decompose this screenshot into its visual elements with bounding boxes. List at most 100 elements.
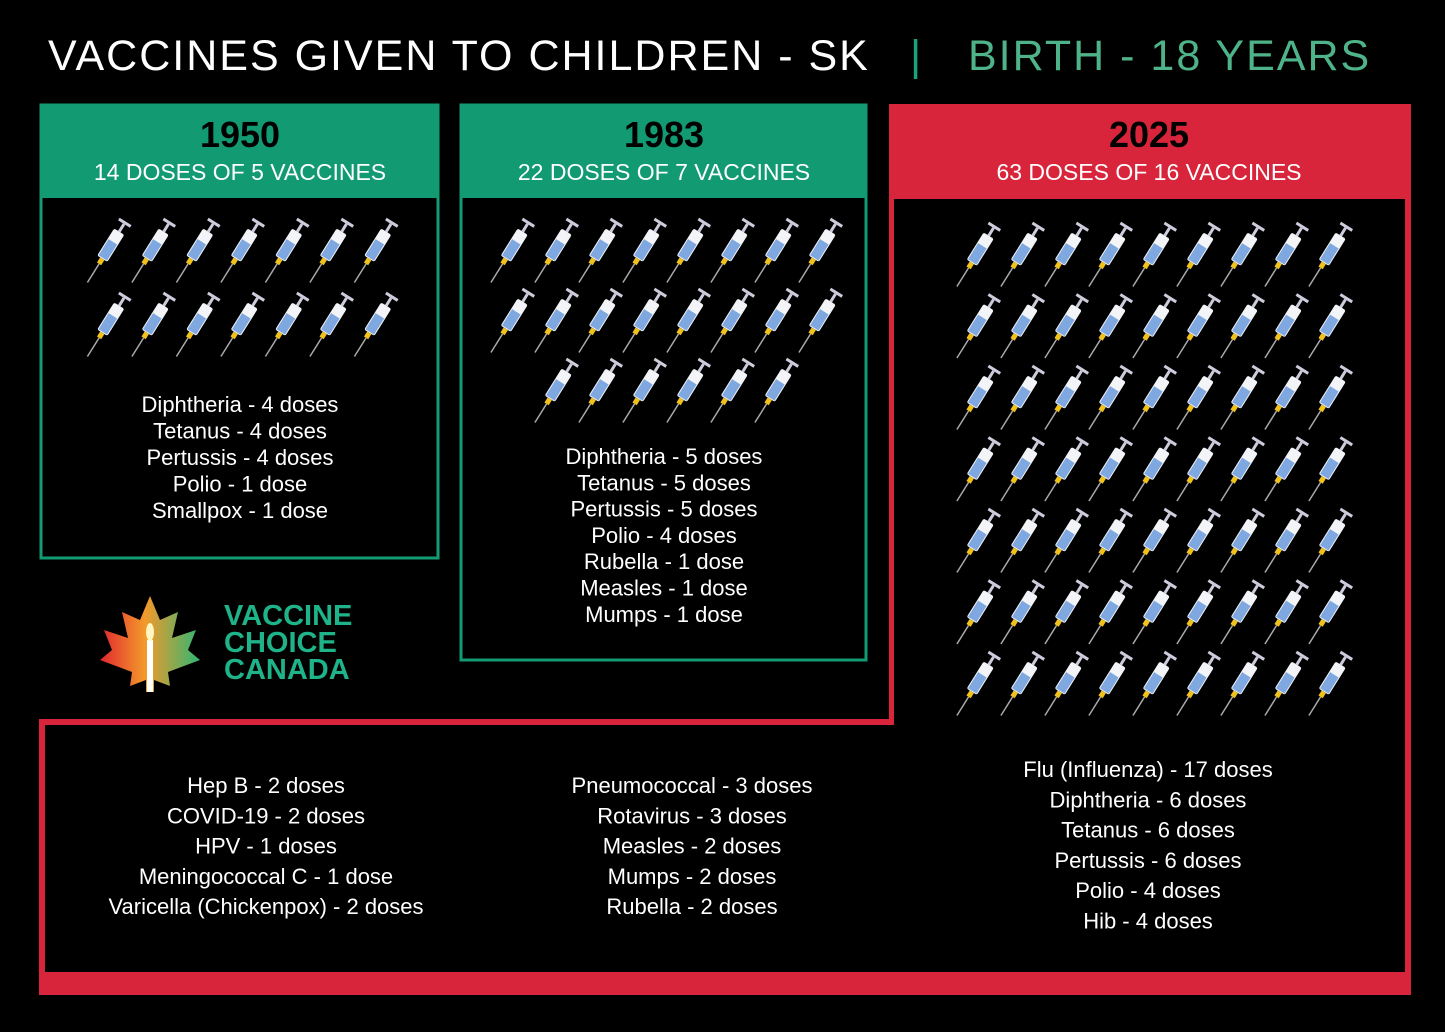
syringe-liquid xyxy=(1100,243,1119,265)
syringe-liquid xyxy=(1232,457,1251,480)
syringe-hub xyxy=(1010,475,1018,484)
syringe-needle xyxy=(1132,553,1146,573)
syringe-needle xyxy=(956,267,970,287)
syringe-rod xyxy=(1075,227,1083,237)
syringe xyxy=(1308,507,1354,573)
syringe-rod xyxy=(1295,513,1303,523)
syringe xyxy=(1000,650,1046,716)
syringe-rod xyxy=(1295,441,1303,451)
logo-text: VACCINE xyxy=(224,600,352,632)
syringe-hub xyxy=(96,331,105,340)
syringe-plunger xyxy=(1207,221,1222,232)
syringe-rod xyxy=(1251,441,1259,451)
syringe-rod xyxy=(785,293,793,303)
syringe-liquid xyxy=(1232,386,1251,408)
syringe-liquid xyxy=(766,309,785,331)
syringe-rod xyxy=(1031,584,1039,594)
syringe xyxy=(1264,579,1310,645)
syringe-rod xyxy=(565,293,573,303)
syringe xyxy=(1088,579,1134,645)
syringe-hub xyxy=(1010,404,1018,413)
syringe-plunger xyxy=(1207,436,1222,447)
syringe-liquid xyxy=(968,314,987,337)
syringe xyxy=(131,291,177,357)
syringe-hub xyxy=(588,257,596,266)
syringe-rod xyxy=(1119,227,1127,237)
syringe xyxy=(490,287,536,353)
syringe xyxy=(1264,507,1310,573)
syringe-plunger xyxy=(1339,507,1354,518)
syringe-needle xyxy=(309,263,323,283)
syringe-needle xyxy=(1044,553,1058,573)
dose-item: Measles - 2 doses xyxy=(603,834,782,859)
syringe-rod xyxy=(1163,227,1171,237)
syringe xyxy=(353,291,399,357)
syringe-hub xyxy=(632,257,640,266)
syringe-liquid xyxy=(1188,600,1207,623)
logo-text: CANADA xyxy=(224,654,350,686)
syringe-liquid xyxy=(1276,386,1295,408)
syringe-liquid xyxy=(810,309,829,331)
syringe-liquid xyxy=(1144,529,1163,551)
syringe-rod xyxy=(1075,656,1083,666)
syringe-needle xyxy=(578,333,592,353)
syringe xyxy=(1132,436,1178,502)
syringe-rod xyxy=(1163,298,1171,308)
syringe-rod xyxy=(1207,370,1215,380)
syringe-liquid xyxy=(1188,457,1207,480)
syringe-liquid xyxy=(98,239,118,261)
syringe-rod xyxy=(609,363,617,373)
syringe-rod xyxy=(1031,441,1039,451)
syringe-hub xyxy=(1098,332,1106,341)
syringe-plunger xyxy=(385,217,399,228)
syringe-needle xyxy=(666,263,680,283)
syringe-liquid xyxy=(502,309,521,331)
syringe xyxy=(578,217,624,283)
syringe-plunger xyxy=(1119,507,1134,518)
syringe xyxy=(1132,507,1178,573)
syringe-plunger xyxy=(653,357,668,368)
syringe xyxy=(534,357,580,423)
syringe-liquid xyxy=(1188,243,1207,265)
syringe-needle xyxy=(622,263,636,283)
syringe-rod xyxy=(1207,227,1215,237)
syringe-liquid xyxy=(1188,386,1207,408)
syringe-hub xyxy=(1098,261,1106,270)
syringe xyxy=(264,217,310,283)
syringe-hub xyxy=(1098,690,1106,699)
syringe-liquid xyxy=(968,672,987,694)
syringe-needle xyxy=(710,333,724,353)
syringe-plunger xyxy=(1295,221,1310,232)
syringe xyxy=(1132,364,1178,430)
syringe-needle xyxy=(1264,553,1278,573)
syringe-rod xyxy=(1075,370,1083,380)
syringe xyxy=(1132,579,1178,645)
syringe-rod xyxy=(1119,656,1127,666)
syringe-liquid xyxy=(678,239,697,261)
syringe-hub xyxy=(1186,261,1194,270)
syringe-plunger xyxy=(1251,364,1266,375)
syringe-needle xyxy=(534,403,548,423)
syringe-needle xyxy=(490,263,504,283)
syringe-plunger xyxy=(1207,507,1222,518)
syringe-needle xyxy=(1132,267,1146,287)
syringe-hub xyxy=(185,257,194,266)
syringe xyxy=(1044,364,1090,430)
syringe-rod xyxy=(1207,513,1215,523)
syringe-hub xyxy=(1230,404,1238,413)
syringe-needle xyxy=(1044,624,1058,645)
syringe-needle xyxy=(1220,481,1234,502)
syringe-liquid xyxy=(634,379,653,401)
syringe xyxy=(534,217,580,283)
syringe-needle xyxy=(622,403,636,423)
syringe-needle xyxy=(1132,338,1146,359)
syringe xyxy=(956,436,1002,502)
syringe xyxy=(264,291,310,357)
syringe-liquid xyxy=(1188,314,1207,337)
syringe-hub xyxy=(808,257,816,266)
syringe-plunger xyxy=(1163,507,1178,518)
syringe-plunger xyxy=(1251,507,1266,518)
syringe-rod xyxy=(741,293,749,303)
syringe xyxy=(710,357,756,423)
